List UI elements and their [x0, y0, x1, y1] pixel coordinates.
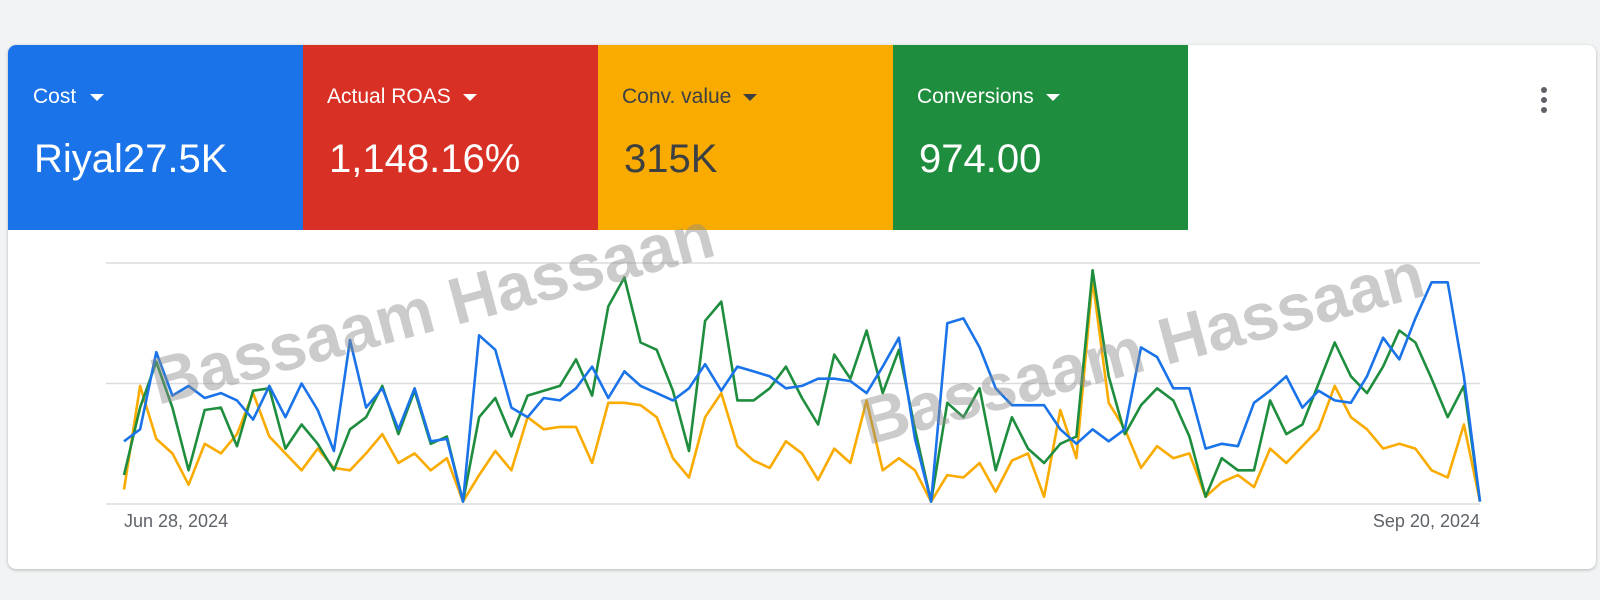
metric-value: 974.00: [919, 137, 1042, 181]
metric-label[interactable]: Conv. value: [622, 85, 758, 109]
menu-dot[interactable]: [1541, 87, 1547, 93]
x-tick-label: Jun 28, 2024: [124, 511, 228, 531]
metric-tile[interactable]: Conv. value 315K: [598, 45, 893, 230]
menu-dot[interactable]: [1541, 97, 1547, 103]
metric-label[interactable]: Conversions: [917, 85, 1060, 109]
series-line: [122, 268, 1482, 503]
series-line: [122, 278, 1482, 503]
menu-dot[interactable]: [1541, 107, 1547, 113]
metric-value: 1,148.16%: [329, 137, 521, 181]
watermark: Bassaam Hassaan: [142, 197, 721, 419]
metric-tile[interactable]: Actual ROAS 1,148.16%: [303, 45, 598, 230]
performance-card: Cost Riyal27.5K Actual ROAS 1,148.16% Conv. …: [8, 45, 1596, 569]
watermark: Bassaam Hassaan: [852, 237, 1431, 459]
series-line: [123, 281, 1482, 503]
x-tick-label: Sep 20, 2024: [1373, 511, 1480, 531]
metric-label[interactable]: Cost: [21, 70, 117, 124]
metric-label[interactable]: Actual ROAS: [327, 85, 477, 109]
metric-value: 315K: [624, 137, 718, 181]
chart: Jun 28, 2024 Sep 20, 2024 Bassaam Hassaan B…: [106, 87, 1547, 531]
metric-value: Riyal27.5K: [34, 137, 228, 181]
metric-tile[interactable]: Cost Riyal27.5K: [8, 45, 303, 230]
metric-tile[interactable]: Conversions 974.00: [893, 45, 1188, 230]
